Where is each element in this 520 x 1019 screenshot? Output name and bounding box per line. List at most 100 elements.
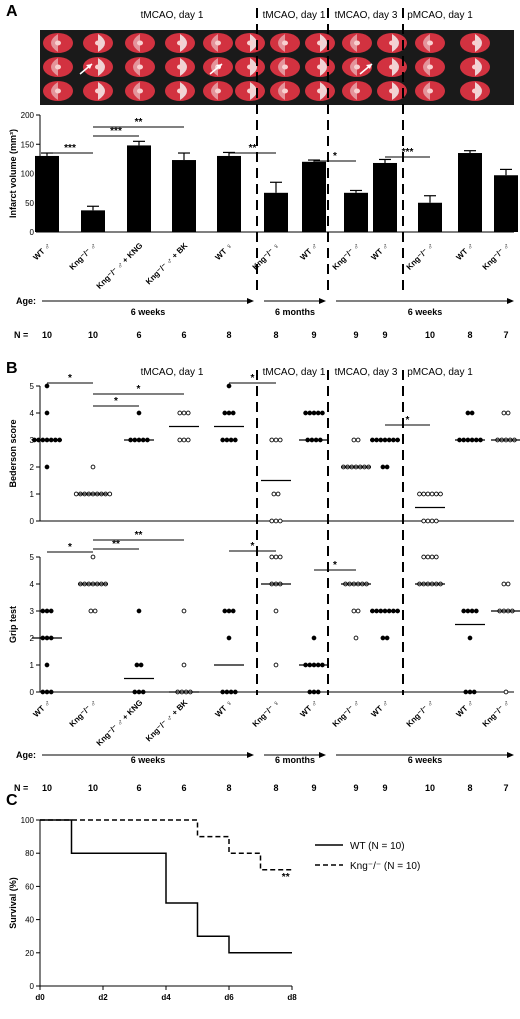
bederson-sig-label: * <box>406 415 410 426</box>
bederson-point <box>465 410 471 416</box>
group-labels-a: WT ♂ Kng⁻/⁻ ♂Kng⁻/⁻ ♂ + KNG Kng⁻/⁻ ♂ + BK W… <box>31 241 511 291</box>
brain-slice <box>165 81 195 101</box>
brain-slice <box>203 81 233 101</box>
infarct-bar <box>172 160 196 232</box>
grip-point <box>384 635 390 641</box>
survival-chart: 0 20 40 60 80 100 Survival (%) d0 d2 d4 d6 d8 ** <box>8 816 297 1002</box>
n-row-a: N = 10 10 6 6 8 8 9 9 9 10 8 7 <box>14 330 509 340</box>
brain-slice <box>415 33 445 53</box>
group-label: WT ♂ <box>454 698 475 719</box>
bederson-point <box>90 464 96 470</box>
brain-slice-infarct <box>320 58 327 76</box>
survival-legend: WT (N = 10) Kng⁻/⁻ (N = 10) <box>315 841 420 872</box>
brain-slice-ventricle <box>472 88 478 94</box>
age-value: 6 months <box>275 307 315 317</box>
grip-sig-label: * <box>251 541 255 552</box>
grip-y-axis-label: Grip test <box>8 606 18 643</box>
group-label: Kng⁻/⁻ ♂ <box>331 241 362 272</box>
grip-sig-label: * <box>333 560 337 571</box>
brain-slice-ventricle <box>137 40 143 46</box>
bederson-point <box>417 491 422 497</box>
brain-slice-infarct <box>350 82 357 100</box>
infarct-y-tick-label: 0 <box>30 228 35 237</box>
n-label: N = <box>14 330 28 340</box>
grip-point <box>473 608 479 614</box>
grip-point <box>277 554 283 560</box>
brain-slice-ventricle <box>177 40 183 46</box>
bederson-point <box>277 437 283 443</box>
legend-wt-label: WT (N = 10) <box>350 841 405 852</box>
brain-slice-ventricle <box>137 88 143 94</box>
age-value: 6 weeks <box>131 755 166 765</box>
section-a-tmcao-day1-old: tMCAO, day 1 <box>263 10 326 21</box>
n-value: 8 <box>467 330 472 340</box>
bederson-point <box>351 437 357 443</box>
bederson-y-tick-label: 4 <box>30 409 35 418</box>
infarct-bar <box>458 153 482 232</box>
grip-point <box>465 608 471 614</box>
brain-slice <box>460 81 490 101</box>
group-label: WT ♂ <box>31 698 52 719</box>
brain-slice-infarct <box>320 82 327 100</box>
bederson-point <box>421 518 427 524</box>
grip-point <box>88 608 94 614</box>
section-b-pmcao-day1: pMCAO, day 1 <box>407 367 473 378</box>
grip-point <box>467 635 473 641</box>
n-value: 7 <box>503 330 508 340</box>
brain-slice-infarct <box>133 82 140 100</box>
bederson-point <box>232 437 238 443</box>
brain-slice <box>270 33 300 53</box>
bederson-point <box>44 410 50 416</box>
bederson-point <box>380 464 386 470</box>
group-label: WT ♀ <box>213 698 234 719</box>
bederson-point <box>273 437 279 443</box>
n-row-b: N = 10 10 6 6 8 8 9 9 9 10 8 7 <box>14 783 509 793</box>
panel-letter-c: C <box>6 792 18 809</box>
group-label: Kng⁻/⁻ ♂ + KNG <box>95 241 145 291</box>
brain-slice-infarct <box>98 58 105 76</box>
grip-point <box>355 608 361 614</box>
brain-slice-ventricle <box>282 88 288 94</box>
brain-slice-infarct <box>278 82 285 100</box>
bederson-point <box>185 437 191 443</box>
brain-slice <box>125 33 155 53</box>
infarct-y-tick-label: 200 <box>21 111 35 120</box>
brain-slice-infarct <box>180 34 187 52</box>
grip-point <box>222 608 228 614</box>
survival-x-tick-label: d0 <box>35 993 45 1002</box>
brain-slice <box>305 33 335 53</box>
group-label: Kng⁻/⁻ ♂ <box>481 698 512 729</box>
brain-slice <box>43 81 73 101</box>
brain-slice <box>43 33 73 53</box>
bederson-point <box>433 518 439 524</box>
n-value: 7 <box>503 783 508 793</box>
infarct-bar <box>344 192 368 232</box>
bederson-point <box>501 410 507 416</box>
brain-slice-infarct <box>98 82 105 100</box>
grip-point <box>232 689 238 695</box>
survival-y-tick-label: 40 <box>25 916 34 925</box>
age-value: 6 weeks <box>408 755 443 765</box>
bederson-point <box>307 410 313 416</box>
bederson-point <box>185 410 191 416</box>
grip-point <box>351 608 357 614</box>
brain-slice-infarct <box>211 34 218 52</box>
n-value: 8 <box>226 783 231 793</box>
bederson-point <box>228 437 234 443</box>
bederson-point <box>277 518 283 524</box>
bederson-point <box>303 410 308 416</box>
infarct-y-tick-label: 50 <box>25 199 34 208</box>
infarct-bar <box>127 145 151 232</box>
grip-point <box>226 608 232 614</box>
brain-slice <box>377 81 407 101</box>
arrow-head <box>86 64 92 69</box>
brain-slice <box>342 57 372 77</box>
infarct-y-tick-label: 150 <box>21 140 35 149</box>
brain-slice-images <box>40 30 514 105</box>
brain-slice-ventricle <box>55 40 61 46</box>
brain-slice-infarct <box>475 58 482 76</box>
bederson-sig-label: * <box>251 373 255 384</box>
grip-point <box>48 608 54 614</box>
brain-slice-infarct <box>392 82 399 100</box>
